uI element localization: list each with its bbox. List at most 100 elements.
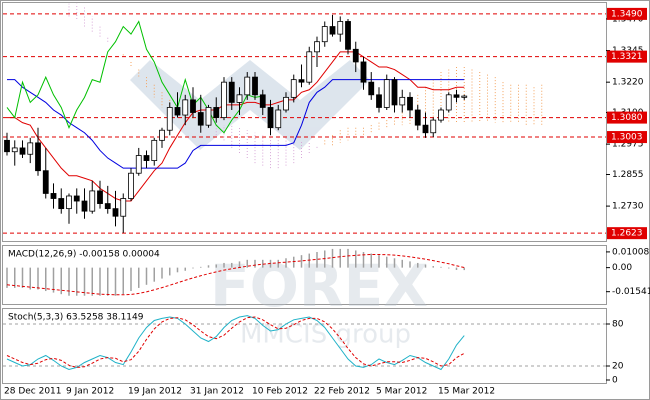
candle-body	[399, 96, 406, 106]
x-tick-label: 10 Feb 2012	[252, 387, 308, 397]
x-tick-label: 5 Mar 2012	[376, 387, 427, 397]
macd-bar	[355, 250, 357, 268]
macd-bar	[238, 261, 241, 268]
stoch-line	[6, 315, 465, 371]
signal-line	[6, 254, 465, 296]
candle-body	[383, 79, 390, 108]
macd-bar	[145, 267, 148, 285]
macd-bar	[300, 255, 303, 268]
x-tick-label: 9 Jan 2012	[66, 387, 114, 397]
candle-body	[213, 107, 220, 118]
y-tick-label: 1.3220	[612, 78, 644, 88]
level-label-box	[607, 131, 647, 144]
candle-body	[453, 94, 460, 98]
macd-bar	[362, 252, 365, 268]
watermark-text: FOREX	[210, 252, 428, 320]
candle-body	[81, 200, 88, 212]
macd-bar	[60, 267, 62, 295]
macd-bar	[254, 259, 256, 268]
y-tick-label: 1.2855	[612, 170, 644, 180]
y-tick-label: 20	[612, 362, 624, 372]
candle-body	[376, 94, 382, 108]
candle-body	[283, 96, 289, 111]
candle-body	[228, 81, 235, 103]
candle-body	[182, 99, 189, 116]
candle-body	[112, 208, 119, 217]
candle-body	[244, 76, 251, 96]
level-label-box	[607, 7, 647, 20]
macd-bar	[200, 266, 202, 268]
macd-panel	[2, 245, 607, 305]
candle-body	[368, 81, 375, 96]
macd-bar	[99, 267, 101, 296]
macd-bar	[455, 267, 458, 270]
macd-bar	[68, 267, 70, 296]
y-tick-label: 80	[612, 320, 624, 330]
y-tick-label: 1.2975	[612, 140, 644, 150]
macd-bar	[293, 256, 295, 268]
candle-body	[259, 94, 266, 108]
candle-body	[337, 21, 344, 35]
macd-bar	[169, 267, 171, 276]
candle-body	[414, 109, 421, 126]
watermark-logo	[130, 60, 370, 150]
candle-body	[128, 172, 134, 199]
macd-bar	[223, 262, 225, 268]
candle-body	[321, 26, 328, 43]
macd-bar	[130, 267, 132, 292]
macd-bar	[331, 248, 334, 268]
candle-body	[190, 99, 196, 113]
macd-bar	[448, 267, 450, 269]
candle-body	[197, 112, 204, 126]
candle-body	[97, 190, 103, 204]
candle-body	[329, 26, 336, 35]
level-label: 1.3080	[611, 113, 643, 123]
stoch-line	[6, 316, 465, 368]
macd-bar	[83, 267, 86, 296]
candle-body	[422, 124, 429, 134]
candle-body	[461, 95, 468, 98]
x-tick-label: 28 Dec 2011	[4, 387, 62, 397]
macd-bar	[14, 267, 16, 288]
candle-body	[135, 155, 142, 174]
macd-bar	[401, 259, 403, 268]
candle-body	[252, 76, 258, 96]
candle-body	[19, 147, 26, 155]
macd-bar	[29, 267, 31, 290]
macd-bar	[91, 267, 93, 296]
macd-bar	[347, 248, 349, 268]
candle-body	[50, 193, 57, 199]
y-tick-label: 1.2730	[612, 202, 644, 212]
macd-bar	[409, 261, 411, 268]
macd-bar	[161, 267, 163, 279]
macd-bar	[378, 255, 380, 268]
macd-bar	[440, 266, 442, 268]
price-panel	[2, 2, 607, 242]
macd-bar	[107, 267, 109, 296]
x-tick-label: 19 Jan 2012	[128, 387, 182, 397]
macd-bar	[246, 259, 248, 268]
candle-body	[306, 51, 313, 83]
candle-body	[352, 48, 359, 63]
macd-bar	[52, 267, 55, 293]
stoch-title: Stoch(5,3,3) 63.5258 38.1149	[8, 313, 144, 323]
candle-body	[66, 195, 72, 210]
level-label-box	[607, 50, 647, 63]
candle-body	[298, 79, 305, 83]
macd-bar	[45, 267, 47, 292]
macd-bar	[417, 262, 419, 268]
candle-body	[221, 81, 227, 118]
candle-body	[314, 41, 320, 53]
candle-body	[89, 190, 96, 212]
candle-body	[236, 94, 243, 103]
candle-body	[345, 21, 351, 50]
candle-body	[275, 109, 282, 129]
stoch-panel	[2, 308, 607, 384]
macd-title: MACD(12,26,9) -0.00158 0.00004	[8, 250, 160, 260]
macd-bar	[215, 264, 217, 268]
candle-body	[73, 195, 80, 202]
candle-body	[4, 139, 10, 153]
y-tick-label: 0.01008	[612, 247, 649, 257]
candle-body	[205, 107, 212, 126]
